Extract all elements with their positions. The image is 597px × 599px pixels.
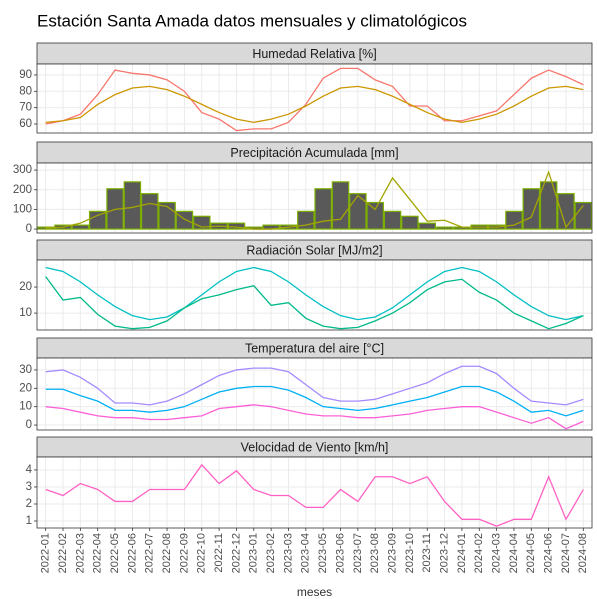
line [45, 463, 584, 527]
bar [383, 210, 402, 230]
bar [539, 181, 558, 230]
x-tick-label: 2022-06 [126, 533, 138, 573]
x-tick-label: 2024-03 [491, 533, 503, 573]
y-tick-label: 70 [19, 102, 32, 114]
panel-border [36, 63, 593, 134]
x-tick-label: 2022-07 [144, 533, 156, 573]
x-tick-label: 2024-07 [560, 533, 572, 573]
panel-title: Precipitación Acumulada [mm] [230, 146, 398, 160]
panel-title: Humedad Relativa [%] [252, 47, 376, 61]
x-tick-label: 2022-03 [74, 533, 86, 573]
x-tick-label: 2024-05 [525, 533, 537, 573]
x-tick-label: 2023-05 [317, 533, 329, 573]
bar [123, 181, 142, 230]
line [45, 85, 584, 124]
line [45, 170, 584, 230]
chart-title: Estación Santa Amada datos mensuales y c… [37, 11, 467, 30]
x-tick-label: 2022-09 [178, 533, 190, 573]
bar [557, 193, 575, 230]
bar [88, 210, 107, 230]
bar [418, 222, 436, 230]
x-tick-label: 2022-08 [161, 533, 173, 573]
x-tick-label: 2023-02 [265, 533, 277, 573]
y-tick-label: 300 [13, 164, 32, 176]
x-tick-label: 2023-08 [369, 533, 381, 573]
x-tick-label: 2023-09 [386, 533, 398, 573]
bar [435, 226, 454, 230]
y-tick-label: 0 [26, 223, 32, 235]
bar [140, 193, 159, 230]
x-tick-label: 2024-01 [456, 533, 468, 573]
x-tick-label: 2023-07 [352, 533, 364, 573]
x-tick-label: 2024-02 [473, 533, 485, 573]
x-tick-label: 2023-04 [300, 533, 312, 573]
panel-border [36, 162, 593, 234]
x-tick-label: 2022-01 [40, 533, 52, 573]
bar [175, 210, 194, 230]
panel-title: Radiación Solar [MJ/m2] [246, 243, 382, 257]
y-tick-label: 80 [19, 85, 32, 97]
panel [37, 260, 592, 330]
bar [349, 193, 367, 230]
x-tick-label: 2024-04 [508, 533, 520, 573]
panel [37, 457, 592, 528]
y-tick-label: 0 [26, 419, 32, 431]
x-tick-label: 2022-05 [109, 533, 121, 573]
x-axis-label: meses [297, 585, 332, 599]
bar [71, 224, 90, 230]
y-tick-label: 10 [19, 307, 32, 319]
y-tick-label: 10 [19, 401, 32, 413]
bar [314, 188, 332, 230]
line [45, 385, 584, 417]
panel-title: Temperatura del aire [°C] [245, 341, 384, 355]
x-tick-label: 2023-06 [334, 533, 346, 573]
y-tick-label: 3 [26, 481, 32, 493]
y-tick-label: 30 [19, 364, 32, 376]
line [45, 404, 584, 430]
x-tick-label: 2023-01 [248, 533, 260, 573]
panel [37, 64, 592, 133]
bar [505, 210, 523, 230]
line [45, 266, 584, 321]
bar [401, 215, 419, 230]
y-tick-label: 90 [19, 69, 32, 81]
x-tick-label: 2022-10 [196, 533, 208, 573]
y-tick-label: 2 [26, 498, 32, 510]
x-tick-label: 2023-12 [438, 533, 450, 573]
panel [37, 358, 592, 430]
x-tick-label: 2023-10 [404, 533, 416, 573]
line [45, 67, 584, 132]
y-tick-label: 1 [26, 515, 32, 527]
y-tick-label: 200 [13, 184, 32, 196]
bar [366, 201, 384, 230]
y-tick-label: 100 [13, 203, 32, 215]
panel-border [36, 456, 593, 529]
line [45, 276, 584, 330]
y-tick-label: 20 [19, 281, 32, 293]
bar [522, 188, 541, 230]
panel-border [36, 259, 593, 331]
x-tick-label: 2022-02 [57, 533, 69, 573]
x-tick-label: 2022-04 [92, 533, 104, 573]
x-tick-label: 2024-06 [543, 533, 555, 573]
y-tick-label: 60 [19, 118, 32, 130]
line [45, 365, 584, 406]
y-tick-label: 4 [26, 464, 33, 476]
panel-title: Velocidad de Viento [km/h] [241, 440, 389, 454]
bar [331, 181, 350, 230]
x-tick-label: 2022-12 [230, 533, 242, 573]
x-tick-label: 2024-08 [577, 533, 589, 573]
x-tick-label: 2023-03 [282, 533, 294, 573]
y-tick-label: 20 [19, 382, 32, 394]
panel-border [36, 357, 593, 431]
x-tick-label: 2023-11 [421, 533, 433, 573]
x-tick-label: 2022-11 [213, 533, 225, 573]
